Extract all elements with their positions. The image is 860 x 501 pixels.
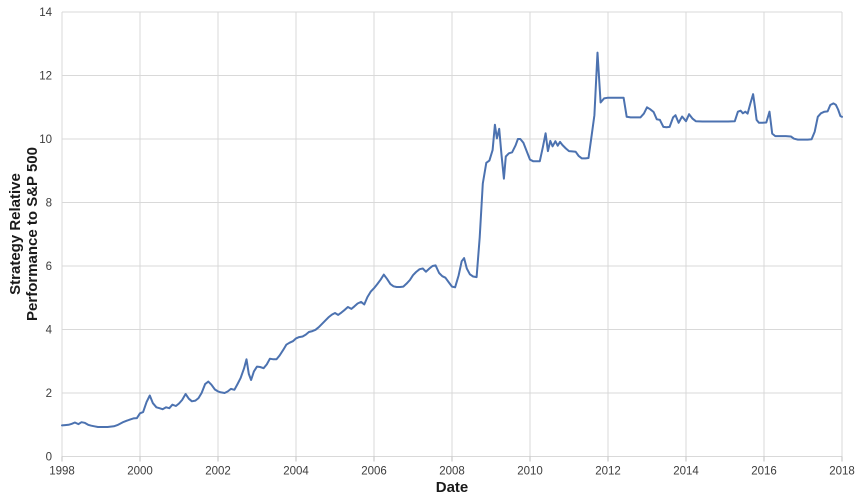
- y-axis-label-line2: Performance to S&P 500: [24, 147, 41, 321]
- x-tick-label-2002: 2002: [205, 466, 231, 478]
- x-axis-label: Date: [436, 479, 469, 496]
- x-tick-label-1998: 1998: [49, 466, 75, 478]
- y-tick-label-2: 2: [46, 388, 52, 400]
- x-tick-label-2008: 2008: [439, 466, 465, 478]
- x-tick-label-2014: 2014: [673, 466, 699, 478]
- x-tick-label-2004: 2004: [283, 466, 309, 478]
- tickmark-layer: [61, 456, 843, 462]
- y-tick-label-12: 12: [39, 71, 52, 83]
- series-line-strategy-relative-performance: [61, 51, 843, 428]
- grid-layer: [61, 11, 843, 457]
- y-tick-label-6: 6: [46, 261, 52, 273]
- x-tick-label-2012: 2012: [595, 466, 621, 478]
- x-tick-label-2016: 2016: [751, 466, 777, 478]
- y-tick-label-10: 10: [39, 134, 52, 146]
- x-tick-label-2000: 2000: [127, 466, 153, 478]
- x-tick-label-2006: 2006: [361, 466, 387, 478]
- y-tick-label-14: 14: [39, 7, 52, 19]
- y-tick-label-4: 4: [46, 325, 53, 337]
- y-axis-label-line1: Strategy Relative: [7, 173, 24, 295]
- tick-label-layer: 1998 2000 2002 2004 2006 2008 2010 2012 2014 2016…: [39, 7, 855, 478]
- x-tick-label-2010: 2010: [517, 466, 543, 478]
- x-tick-label-2018: 2018: [829, 466, 855, 478]
- y-tick-label-0: 0: [46, 452, 52, 464]
- series-layer: [61, 51, 843, 428]
- y-tick-label-8: 8: [46, 198, 52, 210]
